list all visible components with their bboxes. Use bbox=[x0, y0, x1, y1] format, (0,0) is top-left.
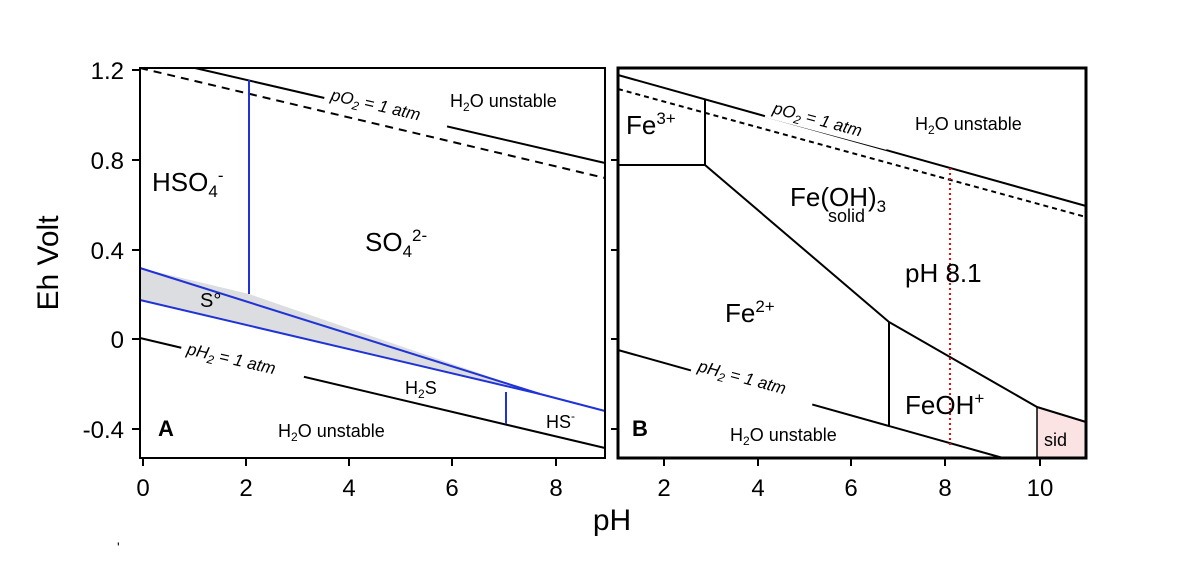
x-tick-label: 6 bbox=[445, 475, 458, 502]
iron-boundaries bbox=[618, 99, 1087, 426]
y-tick-label: 0.4 bbox=[91, 238, 124, 265]
x-tick-label: 4 bbox=[751, 475, 764, 502]
h2o-unstable-label: H2O unstable bbox=[730, 425, 837, 448]
h2s-label: H2S bbox=[405, 378, 437, 401]
ph2-label: pH2 = 1 atm bbox=[178, 337, 307, 387]
ph2-label: pH2 = 1 atm bbox=[689, 353, 818, 408]
x-axis-title: pH bbox=[593, 504, 631, 537]
x-tick-label: 0 bbox=[136, 475, 149, 502]
stray-mark: ' bbox=[117, 539, 120, 555]
siderite-label: sid bbox=[1044, 430, 1067, 450]
ph-marker-label: pH 8.1 bbox=[905, 258, 982, 288]
solid-label: solid bbox=[828, 206, 865, 226]
y-tick-label: 1.2 bbox=[91, 58, 124, 85]
panel-b-y-ticks bbox=[611, 159, 618, 430]
x-tick-label: 6 bbox=[844, 475, 857, 502]
x-tick-label: 2 bbox=[657, 475, 670, 502]
y-tick-label: -0.4 bbox=[83, 417, 124, 444]
x-tick-label: 8 bbox=[938, 475, 951, 502]
sulfur-label: S° bbox=[200, 290, 221, 312]
x-tick-label: 8 bbox=[549, 475, 562, 502]
po2-label: pO2 = 1 atm bbox=[764, 95, 893, 150]
x-tick-label: 4 bbox=[342, 475, 355, 502]
feoh-label: FeOH+ bbox=[905, 389, 984, 420]
panel-b-letter: B bbox=[632, 416, 648, 441]
h2o-unstable-label: H2O unstable bbox=[915, 114, 1022, 137]
fe3-label: Fe3+ bbox=[626, 109, 676, 140]
po2-dashed-line bbox=[139, 67, 606, 179]
panel-a-letter: A bbox=[158, 416, 174, 441]
x-tick-label: 10 bbox=[1027, 475, 1054, 502]
panel-a-y-ticks bbox=[132, 69, 140, 430]
panel-b-x-ticks bbox=[663, 458, 1041, 466]
y-axis-title: Eh Volt bbox=[32, 215, 65, 311]
hso4-label: HSO4- bbox=[152, 166, 223, 201]
svg-text:pO2 = 1 atm: pO2 = 1 atm bbox=[327, 85, 422, 127]
panel-a-x-ticks bbox=[142, 458, 557, 466]
panel-a-frame bbox=[139, 67, 606, 459]
svg-text:pH2 = 1 atm: pH2 = 1 atm bbox=[183, 339, 277, 381]
fe2-label: Fe2+ bbox=[725, 297, 775, 328]
h2o-unstable-label: H2O unstable bbox=[450, 91, 557, 114]
hs-label: HS- bbox=[546, 409, 575, 432]
x-tick-label: 2 bbox=[239, 475, 252, 502]
so4-label: SO42- bbox=[365, 226, 427, 261]
feoh3-label: Fe(OH)3 bbox=[790, 182, 886, 216]
panel-a: 1.2 0.8 0.4 0 -0.4 0 2 4 6 8 pO2 = 1 atm… bbox=[83, 58, 606, 502]
sulfur-boundaries bbox=[139, 80, 606, 424]
panel-b: 2 4 6 8 10 pO2 = 1 atm pH2 = 1 atm H2O u… bbox=[611, 66, 1088, 502]
h2o-unstable-label: H2O unstable bbox=[278, 421, 385, 444]
y-tick-label: 0 bbox=[111, 327, 124, 354]
y-tick-label: 0.8 bbox=[91, 148, 124, 175]
